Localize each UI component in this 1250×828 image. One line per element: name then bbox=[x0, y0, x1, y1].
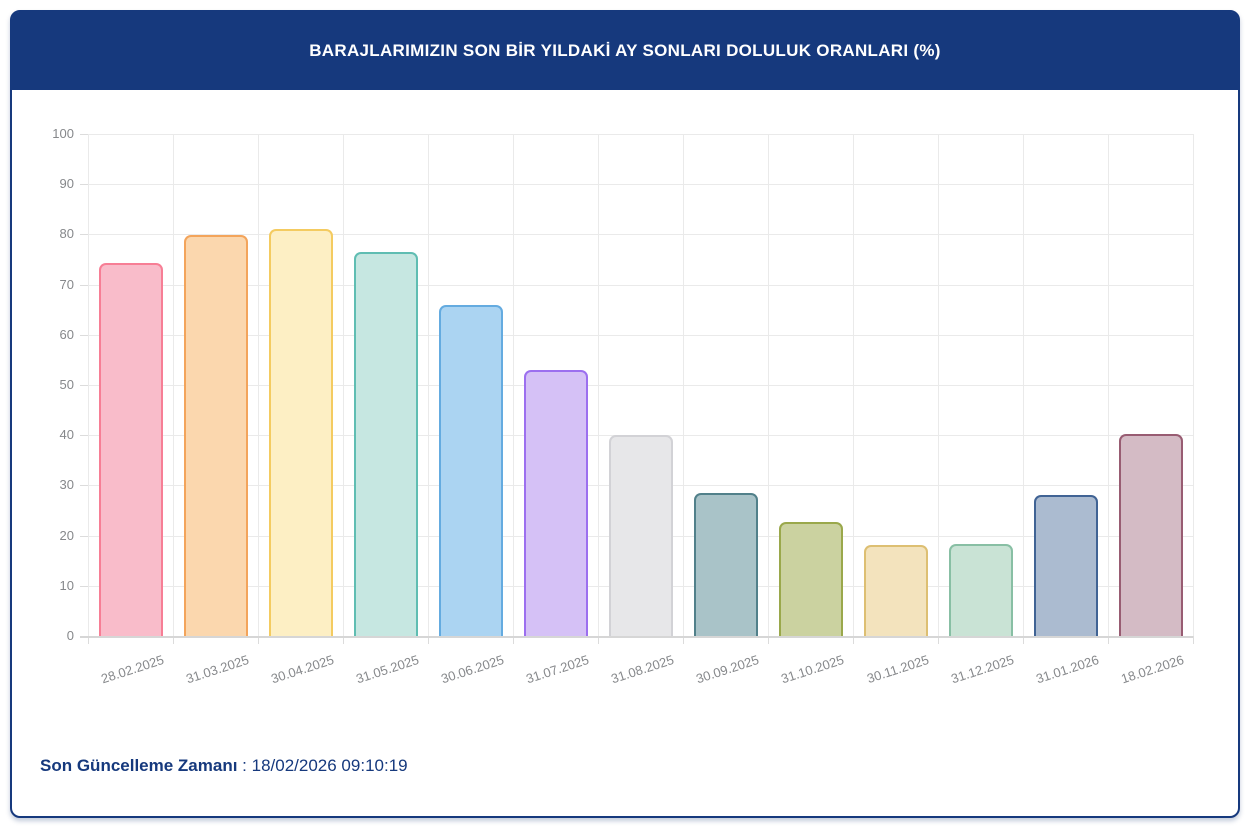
x-gridline bbox=[768, 134, 769, 636]
y-axis-tick bbox=[80, 585, 88, 587]
bar-30.04.2025[interactable] bbox=[268, 228, 333, 636]
x-axis-label: 18.02.2026 bbox=[1118, 652, 1186, 687]
bar-chart: 0 10 20 30 40 50 60 70 80 90 100 28.02.2025 31.03.20… bbox=[12, 12, 1238, 814]
x-axis-tick bbox=[1193, 636, 1194, 644]
x-gridline bbox=[258, 134, 259, 636]
x-axis-tick bbox=[1023, 636, 1024, 644]
bar-30.09.2025[interactable] bbox=[693, 492, 758, 636]
y-axis-label: 20 bbox=[59, 527, 74, 543]
y-axis-label: 30 bbox=[59, 477, 74, 493]
last-update-separator: : bbox=[237, 756, 252, 775]
x-axis-tick bbox=[173, 636, 174, 644]
y-axis-tick bbox=[80, 284, 88, 286]
y-axis-tick bbox=[80, 234, 88, 236]
bar-31.01.2026[interactable] bbox=[1033, 495, 1098, 636]
y-gridline bbox=[88, 334, 1193, 336]
x-gridline bbox=[1193, 134, 1194, 636]
bar-31.05.2025[interactable] bbox=[353, 252, 418, 636]
bar-18.02.2026[interactable] bbox=[1118, 433, 1183, 636]
bar-31.08.2025[interactable] bbox=[608, 434, 673, 636]
y-axis-label: 10 bbox=[59, 577, 74, 593]
x-axis-tick bbox=[258, 636, 259, 644]
y-axis-label: 90 bbox=[59, 176, 74, 192]
bar-30.11.2025[interactable] bbox=[863, 545, 928, 636]
x-gridline bbox=[343, 134, 344, 636]
y-axis-label: 60 bbox=[59, 326, 74, 342]
bar-28.02.2025[interactable] bbox=[98, 263, 163, 636]
y-axis-tick bbox=[80, 435, 88, 437]
x-gridline bbox=[598, 134, 599, 636]
y-gridline bbox=[88, 134, 1193, 135]
x-axis-tick bbox=[938, 636, 939, 644]
bar-31.12.2025[interactable] bbox=[948, 543, 1013, 636]
x-axis-tick bbox=[853, 636, 854, 644]
x-gridline bbox=[938, 134, 939, 636]
y-axis-label: 0 bbox=[66, 628, 74, 643]
last-update-value: 18/02/2026 09:10:19 bbox=[251, 756, 408, 775]
x-axis-line bbox=[80, 636, 1193, 638]
x-axis-tick bbox=[88, 636, 89, 644]
y-axis-tick bbox=[80, 334, 88, 336]
x-gridline bbox=[513, 134, 514, 636]
y-gridline bbox=[88, 234, 1193, 236]
dam-fill-rate-card: BARAJLARIMIZIN SON BİR YILDAKİ AY SONLAR… bbox=[10, 10, 1240, 818]
x-gridline bbox=[683, 134, 684, 636]
y-axis-tick bbox=[80, 535, 88, 537]
x-axis-tick bbox=[598, 636, 599, 644]
y-axis-label: 70 bbox=[59, 276, 74, 292]
bar-31.07.2025[interactable] bbox=[523, 370, 588, 636]
x-axis-tick bbox=[683, 636, 684, 644]
y-axis-tick bbox=[80, 385, 88, 386]
last-update-line: Son Güncelleme Zamanı : 18/02/2026 09:10… bbox=[40, 756, 408, 776]
card-header: BARAJLARIMIZIN SON BİR YILDAKİ AY SONLAR… bbox=[12, 12, 1238, 90]
y-axis-tick bbox=[80, 134, 88, 135]
x-gridline bbox=[1023, 134, 1024, 636]
x-axis-tick bbox=[428, 636, 429, 644]
last-update-label: Son Güncelleme Zamanı bbox=[40, 756, 238, 775]
y-axis-tick bbox=[80, 184, 88, 186]
y-axis-label: 40 bbox=[59, 427, 74, 443]
y-axis-label: 80 bbox=[59, 226, 74, 242]
x-gridline bbox=[853, 134, 854, 636]
y-axis-tick bbox=[80, 485, 88, 487]
x-gridline bbox=[428, 134, 429, 636]
x-gridline bbox=[88, 134, 89, 636]
x-axis-tick bbox=[768, 636, 769, 644]
bar-30.06.2025[interactable] bbox=[438, 304, 503, 636]
x-axis-tick bbox=[1108, 636, 1109, 644]
x-gridline bbox=[1108, 134, 1109, 636]
y-gridline bbox=[88, 184, 1193, 186]
bar-31.03.2025[interactable] bbox=[183, 235, 248, 636]
y-axis-label: 50 bbox=[59, 377, 74, 392]
x-gridline bbox=[173, 134, 174, 636]
bar-31.10.2025[interactable] bbox=[778, 521, 843, 636]
x-axis-tick bbox=[513, 636, 514, 644]
chart-title: BARAJLARIMIZIN SON BİR YILDAKİ AY SONLAR… bbox=[309, 41, 941, 60]
y-axis-label: 100 bbox=[52, 126, 74, 141]
y-gridline bbox=[88, 385, 1193, 386]
x-axis-tick bbox=[343, 636, 344, 644]
y-gridline bbox=[88, 284, 1193, 286]
